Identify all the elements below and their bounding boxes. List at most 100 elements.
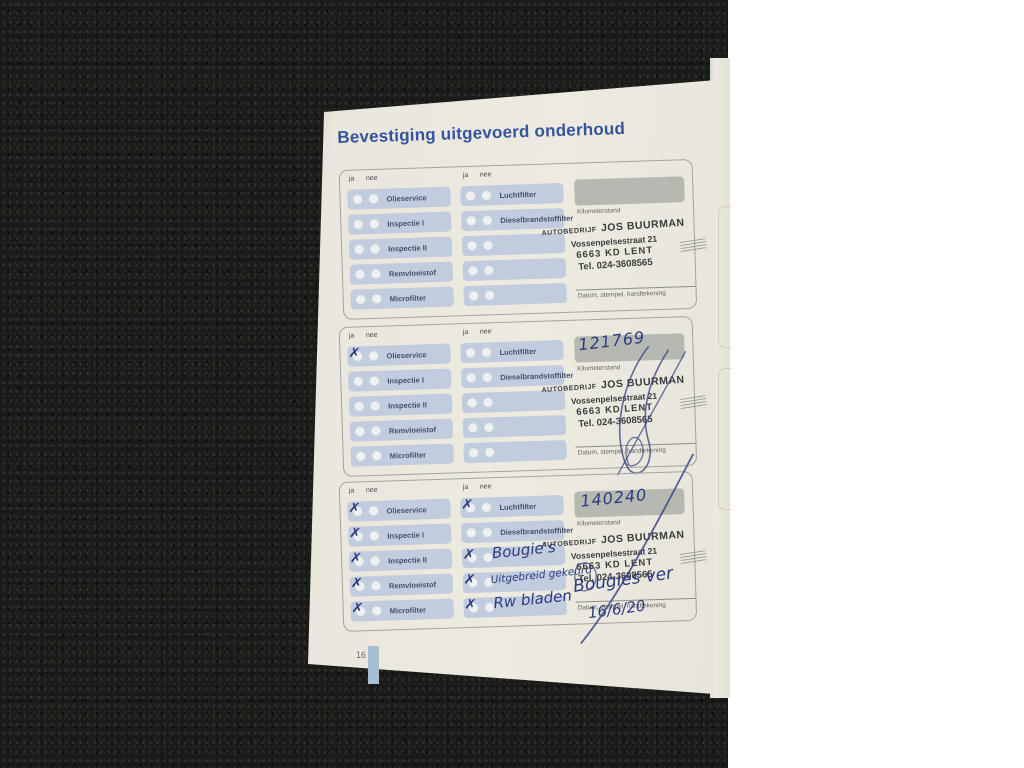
checkbox-nee-circle: [371, 450, 382, 462]
adjacent-page-box-outline: [718, 206, 731, 348]
checkbox-nee-circle: [483, 422, 495, 433]
row-empty: [463, 282, 567, 307]
page-number: 16: [356, 650, 367, 660]
datum-stempel-label: Datum, stempel, handtekening: [577, 446, 666, 457]
header-ja: ja: [462, 328, 469, 337]
service-label: Microfilter: [389, 450, 427, 461]
row-inspectie-1: Inspectie I: [348, 211, 452, 235]
checkbox-ja-circle: [354, 426, 366, 437]
service-label: Remvloeistof: [388, 580, 437, 591]
checkbox-nee-circle: [368, 350, 379, 362]
checkbox-nee-circle: [483, 265, 495, 276]
row-empty: [463, 439, 567, 464]
service-label: Remvloeistof: [388, 268, 437, 279]
checkbox-nee-circle: [484, 447, 495, 458]
row-luchtfilter: ✗ Luchtfilter: [460, 494, 564, 519]
header-ja: ja: [348, 487, 355, 495]
service-label: Inspectie I: [387, 375, 425, 386]
x-mark: ✗: [349, 549, 363, 568]
stamp-name: JOS BUURMAN: [600, 373, 685, 392]
row-olieservice: ✗ Olieservice: [347, 498, 451, 522]
header-nee: nee: [479, 171, 492, 179]
adjacent-page-box-outline: [718, 368, 731, 510]
kilometerstand-label: Kilometerstand: [576, 364, 621, 373]
checkbox-nee-circle: [370, 425, 382, 437]
service-label: Inspectie I: [387, 218, 425, 229]
stamp-prefix: AUTOBEDRIJF: [541, 226, 597, 238]
service-label: Microfilter: [389, 605, 427, 616]
x-mark: ✗: [462, 571, 477, 589]
checkbox-ja-circle: [467, 422, 479, 434]
x-mark: ✗: [350, 599, 365, 618]
service-label: Inspectie II: [388, 400, 428, 411]
row-inspectie-2: Inspectie II: [348, 236, 453, 260]
service-label: Inspectie II: [388, 555, 428, 566]
row-olieservice: ✗ Olieservice: [347, 343, 451, 367]
checkbox-nee-circle: [481, 190, 492, 201]
checkbox-nee-circle: [371, 293, 382, 305]
service-label: Olieservice: [386, 193, 427, 204]
checkbox-ja-circle: [466, 240, 478, 252]
checkbox-ja-circle: [353, 219, 364, 230]
checkbox-ja-circle: [354, 269, 366, 280]
header-nee: nee: [479, 483, 492, 491]
checkbox-ja-circle: [353, 244, 365, 255]
garage-stamp: AUTOBEDRIJF JOS BUURMAN Vossenpelsestraa…: [528, 368, 707, 433]
checkbox-ja-circle: [465, 190, 476, 202]
checkbox-ja-circle: [467, 265, 479, 277]
row-remvloeistof: Remvloeistof: [349, 418, 454, 442]
row-microfilter: Microfilter: [350, 286, 454, 310]
checkbox-ja-circle: [466, 397, 478, 409]
service-label: Luchtfilter: [499, 346, 537, 357]
stamp-name: JOS BUURMAN: [600, 216, 685, 235]
checkbox-nee-circle: [369, 375, 380, 387]
checkbox-nee-circle: [369, 218, 380, 230]
page-index-tab: [368, 646, 379, 684]
checkbox-nee-circle: [369, 400, 381, 412]
x-mark: ✗: [347, 499, 362, 518]
checkbox-nee-circle: [369, 243, 381, 255]
stamp-logo-waves-icon: [679, 238, 707, 253]
service-label: Olieservice: [386, 350, 427, 361]
row-remvloeistof: Remvloeistof: [349, 261, 454, 285]
checkbox-nee-circle: [370, 268, 382, 280]
checkbox-nee-circle: [481, 502, 492, 513]
checkbox-nee-circle: [482, 240, 494, 251]
checkbox-nee-circle: [482, 397, 494, 408]
row-inspectie-2: Inspectie II: [348, 393, 453, 417]
checkbox-ja-circle: [466, 215, 477, 227]
stamp-logo-waves-icon: [679, 395, 707, 410]
service-label: Inspectie I: [387, 530, 425, 541]
checkbox-ja-circle: [468, 290, 479, 302]
checkbox-ja-circle: [353, 376, 364, 387]
x-mark: ✗: [463, 596, 478, 614]
header-nee: nee: [365, 174, 378, 183]
header-ja: ja: [462, 171, 469, 180]
row-luchtfilter: Luchtfilter: [460, 182, 564, 207]
datum-stempel-label: Datum, stempel, handtekening: [577, 289, 666, 300]
checkbox-nee-circle: [369, 555, 381, 567]
x-mark: ✗: [347, 344, 362, 363]
stamp-name: JOS BUURMAN: [600, 528, 685, 547]
checkbox-nee-circle: [482, 527, 493, 538]
garage-stamp: AUTOBEDRIJF JOS BUURMAN Vossenpelsestraa…: [528, 211, 707, 276]
header-ja: ja: [462, 483, 469, 492]
service-label: Microfilter: [389, 293, 427, 304]
checkbox-nee-circle: [368, 193, 379, 205]
service-block-1: ja nee ja nee Olieservice Inspectie I In…: [338, 158, 707, 320]
service-label: Luchtfilter: [499, 501, 537, 512]
service-label: Remvloeistof: [388, 425, 437, 436]
x-mark: ✗: [350, 574, 364, 593]
checkbox-ja-circle: [353, 401, 365, 412]
checkbox-ja-circle: [355, 451, 366, 462]
checkbox-ja-circle: [466, 372, 477, 384]
kilometerstand-field: [574, 176, 685, 206]
checkbox-nee-circle: [368, 505, 379, 517]
white-margin: [728, 0, 1024, 768]
header-nee: nee: [365, 331, 378, 340]
row-handwritten-rwbladen: ✗ Rw bladen: [463, 586, 573, 619]
header-nee: nee: [365, 486, 378, 495]
checkbox-nee-circle: [370, 580, 382, 592]
stamp-prefix: AUTOBEDRIJF: [541, 538, 597, 550]
stamp-logo-waves-icon: [679, 550, 707, 565]
